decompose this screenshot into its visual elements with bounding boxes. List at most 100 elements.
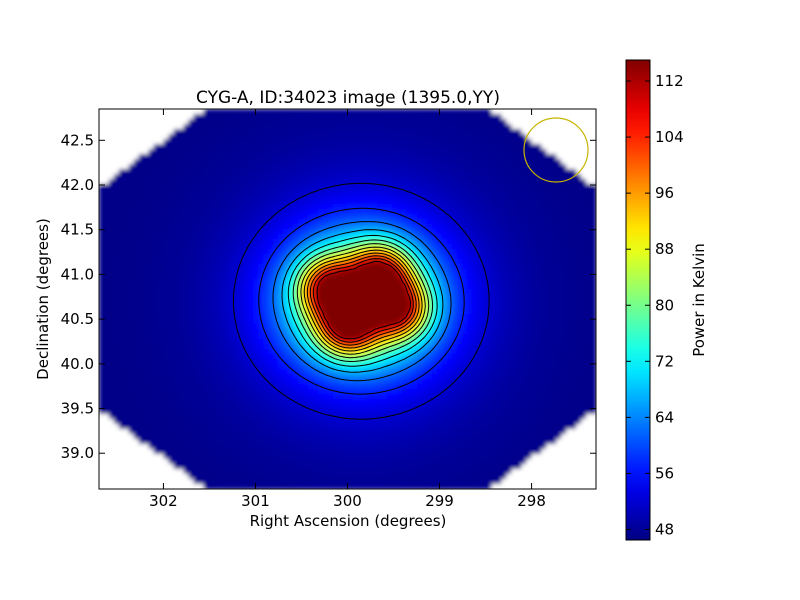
heatmap-cell	[546, 314, 552, 320]
heatmap-cell	[173, 304, 180, 310]
heatmap-cell	[576, 149, 582, 155]
heatmap-cell	[158, 129, 165, 135]
heatmap-cell	[466, 159, 473, 165]
heatmap-cell	[203, 344, 209, 350]
heatmap-cell	[178, 159, 185, 165]
heatmap-cell	[347, 199, 354, 205]
heatmap-cell	[337, 354, 344, 360]
heatmap-cell	[213, 244, 219, 250]
heatmap-cell	[287, 209, 294, 215]
heatmap-cell	[511, 349, 518, 355]
heatmap-cell	[307, 134, 314, 140]
heatmap-cell	[337, 214, 344, 220]
heatmap-cell	[103, 184, 110, 190]
heatmap-cell	[377, 274, 383, 280]
heatmap-cell	[387, 309, 393, 315]
heatmap-cell	[526, 269, 532, 275]
heatmap-cell	[287, 224, 294, 230]
heatmap-cell	[312, 319, 319, 325]
heatmap-cell	[342, 319, 349, 325]
heatmap-cell	[466, 204, 473, 210]
heatmap-cell	[486, 219, 493, 225]
heatmap-cell	[143, 109, 150, 115]
heatmap-cell	[591, 174, 596, 180]
heatmap-cell	[327, 299, 334, 305]
heatmap-cell	[461, 349, 468, 355]
heatmap-cell	[422, 219, 428, 225]
heatmap-cell	[407, 309, 413, 315]
heatmap-cell	[128, 234, 135, 240]
heatmap-cell	[591, 204, 596, 210]
heatmap-cell	[272, 134, 279, 140]
heatmap-cell	[168, 239, 175, 245]
heatmap-cell	[451, 184, 458, 190]
heatmap-cell	[228, 319, 234, 325]
heatmap-cell	[566, 194, 572, 200]
heatmap-cell	[213, 254, 219, 260]
heatmap-cell	[322, 294, 329, 300]
heatmap-cell	[213, 259, 219, 265]
heatmap-cell	[198, 114, 204, 120]
heatmap-cell	[148, 339, 155, 345]
heatmap-cell	[168, 344, 175, 350]
heatmap-cell	[253, 184, 259, 190]
heatmap-cell	[581, 254, 587, 260]
heatmap-cell	[551, 314, 557, 320]
heatmap-cell	[307, 314, 314, 320]
heatmap-cell	[248, 319, 254, 325]
heatmap-cell	[128, 304, 135, 310]
heatmap-cell	[531, 139, 537, 145]
heatmap-cell	[412, 164, 418, 170]
heatmap-cell	[173, 289, 180, 295]
heatmap-cell	[556, 129, 562, 135]
heatmap-cell	[297, 189, 304, 195]
heatmap-cell	[501, 344, 508, 350]
heatmap-cell	[546, 279, 552, 285]
heatmap-cell	[153, 304, 160, 310]
heatmap-cell	[581, 154, 587, 160]
heatmap-cell	[541, 289, 547, 295]
heatmap-cell	[138, 244, 145, 250]
heatmap-cell	[133, 354, 140, 360]
heatmap-cell	[521, 119, 528, 125]
heatmap-cell	[417, 134, 423, 140]
heatmap-cell	[282, 354, 289, 360]
heatmap-cell	[511, 224, 518, 230]
heatmap-cell	[466, 254, 473, 260]
heatmap-cell	[307, 189, 314, 195]
heatmap-cell	[397, 189, 403, 195]
heatmap-cell	[397, 114, 403, 120]
heatmap-cell	[372, 169, 378, 175]
heatmap-cell	[362, 119, 368, 125]
heatmap-cell	[486, 339, 493, 345]
heatmap-cell	[188, 279, 195, 285]
heatmap-cell	[173, 354, 180, 360]
heatmap-cell	[486, 204, 493, 210]
heatmap-cell	[99, 249, 105, 255]
heatmap-cell	[541, 159, 547, 165]
heatmap-cell	[168, 164, 175, 170]
heatmap-cell	[258, 319, 264, 325]
heatmap-cell	[372, 174, 378, 180]
heatmap-cell	[461, 234, 468, 240]
heatmap-cell	[118, 304, 125, 310]
heatmap-cell	[108, 174, 115, 180]
heatmap-cell	[108, 354, 115, 360]
heatmap-cell	[168, 289, 175, 295]
heatmap-cell	[466, 134, 473, 140]
heatmap-cell	[327, 254, 334, 260]
heatmap-cell	[422, 179, 428, 185]
heatmap-cell	[287, 349, 294, 355]
heatmap-cell	[591, 294, 596, 300]
heatmap-cell	[148, 304, 155, 310]
heatmap-cell	[312, 259, 319, 265]
heatmap-cell	[208, 214, 214, 220]
heatmap-cell	[123, 279, 130, 285]
heatmap-cell	[113, 319, 120, 325]
heatmap-cell	[168, 189, 175, 195]
heatmap-cell	[586, 159, 592, 165]
heatmap-cell	[501, 299, 508, 305]
heatmap-cell	[586, 204, 592, 210]
heatmap-cell	[496, 229, 503, 235]
heatmap-cell	[516, 169, 523, 175]
